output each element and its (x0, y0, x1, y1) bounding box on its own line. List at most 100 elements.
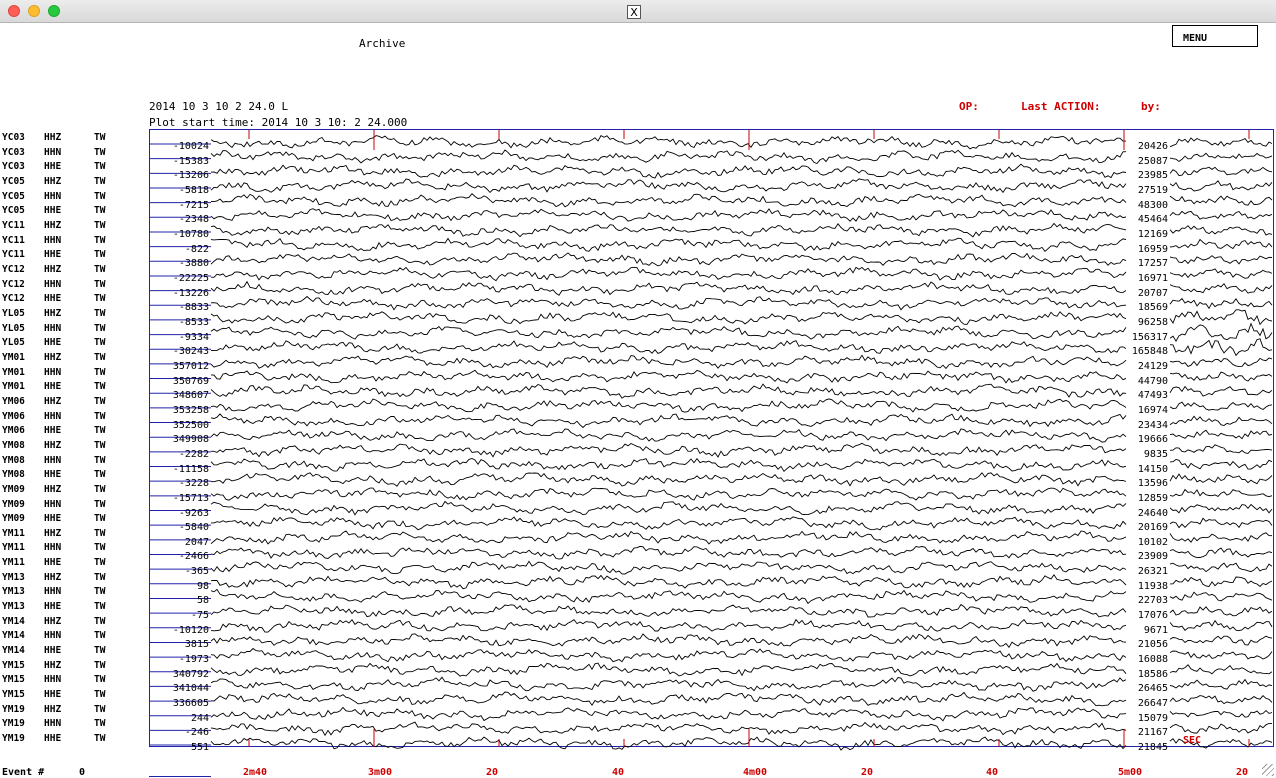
min-amplitude-label: -22225 (172, 272, 209, 284)
waveform-trace (210, 472, 1273, 487)
min-amplitude-label: 336605 (172, 698, 209, 710)
min-amplitude-label: 350769 (172, 375, 209, 387)
waveform-trace (210, 428, 1273, 443)
waveform-trace (210, 208, 1273, 222)
channel-cmp: HHZ (44, 132, 62, 143)
max-amplitude-label: 47493 (1137, 390, 1168, 402)
min-amplitude-label: 352500 (172, 419, 209, 431)
max-amplitude-label: 14150 (1137, 463, 1168, 475)
channel-cmp: HHN (44, 542, 62, 554)
waveform-trace (210, 545, 1273, 560)
max-amplitude-label: 16971 (1137, 272, 1168, 284)
waveform-trace (210, 309, 1273, 326)
channel-cmp: HHZ (44, 439, 62, 451)
min-amplitude-label: -11158 (172, 463, 209, 475)
channel-sta: YM15 (2, 659, 25, 671)
channel-sta: YM19 (2, 733, 25, 745)
channel-net: TW (94, 190, 106, 202)
channel-net: TW (94, 293, 106, 305)
channel-net: TW (94, 718, 106, 730)
channel-sta: YC11 (2, 234, 25, 246)
channel-cmp: HHN (44, 410, 62, 422)
max-amplitude-label: 27519 (1137, 184, 1168, 196)
max-amplitude-label: 26321 (1137, 566, 1168, 578)
waveform-trace (210, 222, 1273, 238)
waveform-trace (210, 647, 1273, 663)
max-amplitude-label: 18586 (1137, 668, 1168, 680)
channel-sta: YM19 (2, 703, 25, 715)
seismogram-plot[interactable] (149, 129, 1274, 747)
channel-net: TW (94, 659, 106, 671)
channel-sta: YM19 (2, 718, 25, 730)
resize-grip-icon[interactable] (1262, 764, 1274, 776)
channel-net: TW (94, 586, 106, 598)
waveform-trace (210, 500, 1273, 516)
waveform-trace (210, 178, 1273, 194)
max-amplitude-label: 44790 (1137, 375, 1168, 387)
channel-cmp: HHZ (44, 571, 62, 583)
waveform-trace (210, 149, 1273, 165)
channel-sta: YC03 (2, 161, 25, 173)
channel-net: TW (94, 307, 106, 319)
min-amplitude-label: -5818 (178, 184, 209, 196)
max-amplitude-label: 26647 (1137, 698, 1168, 710)
max-amplitude-label: 45464 (1137, 214, 1168, 226)
channel-net: TW (94, 425, 106, 437)
min-amplitude-label: 348607 (172, 390, 209, 402)
channel-cmp: HHN (44, 498, 62, 510)
channel-net: TW (94, 234, 106, 246)
min-amplitude-label: -10024 (172, 141, 209, 152)
channel-net: TW (94, 703, 106, 715)
event-label: Event # (2, 767, 45, 778)
channel-net: TW (94, 498, 106, 510)
max-amplitude-label: 12169 (1137, 228, 1168, 240)
max-amplitude-label: 24640 (1137, 507, 1168, 519)
waveform-trace (210, 487, 1273, 501)
waveform-trace (210, 322, 1273, 342)
channel-sta: YC11 (2, 219, 25, 231)
channel-net: TW (94, 439, 106, 451)
menu-button[interactable]: MENU (1172, 25, 1258, 47)
waveform-trace (210, 134, 1273, 150)
time-tick-label: 2m40 (243, 767, 268, 778)
zoom-window-button[interactable] (48, 5, 60, 17)
channel-cmp: HHZ (44, 483, 62, 495)
channel-sta: YL05 (2, 337, 25, 349)
channel-net: TW (94, 469, 106, 481)
max-amplitude-label: 17076 (1137, 610, 1168, 622)
channel-net: TW (94, 351, 106, 363)
max-amplitude-label: 16088 (1137, 654, 1168, 666)
channel-sta: YC05 (2, 190, 25, 202)
channel-net: TW (94, 205, 106, 217)
channel-cmp: HHN (44, 278, 62, 290)
channel-cmp: HHE (44, 205, 62, 217)
channel-net: TW (94, 601, 106, 613)
waveform-trace (210, 560, 1273, 575)
channel-sta: YM01 (2, 351, 25, 363)
channel-sta: YM01 (2, 381, 25, 393)
channel-cmp: HHZ (44, 395, 62, 407)
channel-net: TW (94, 454, 106, 466)
min-amplitude-label: 244 (190, 712, 209, 724)
channel-cmp: HHN (44, 322, 62, 334)
time-unit-label: SEC (1183, 735, 1202, 746)
channel-net: TW (94, 527, 106, 539)
waveform-trace (210, 574, 1273, 590)
max-amplitude-label: 11938 (1137, 580, 1168, 592)
channel-sta: YM09 (2, 483, 25, 495)
max-amplitude-label: 15079 (1137, 712, 1168, 724)
waveform-trace (210, 266, 1273, 282)
close-window-button[interactable] (8, 5, 20, 17)
channel-sta: YC12 (2, 278, 25, 290)
min-amplitude-label: -365 (184, 566, 209, 578)
channel-sta: YM11 (2, 527, 25, 539)
channel-sta: YC12 (2, 263, 25, 275)
waveform-trace (210, 662, 1273, 677)
event-number: 0 (79, 767, 86, 778)
waveform-trace (210, 706, 1273, 722)
channel-cmp: HHE (44, 557, 62, 569)
waveform-trace (210, 354, 1273, 370)
min-amplitude-label: -10120 (172, 624, 209, 636)
minimize-window-button[interactable] (28, 5, 40, 17)
channel-cmp: HHE (44, 469, 62, 481)
